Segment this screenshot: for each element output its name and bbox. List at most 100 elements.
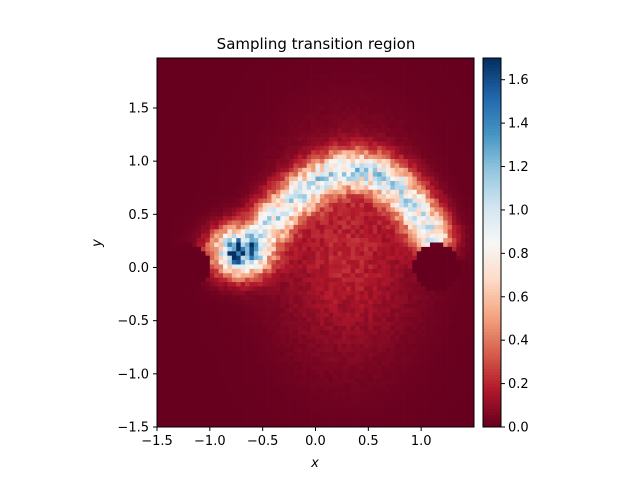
heatmap-cell (231, 361, 237, 366)
heatmap-cell (350, 110, 356, 116)
heatmap-cell (403, 88, 409, 94)
heatmap-cell (253, 277, 259, 283)
heatmap-cell (249, 246, 255, 252)
heatmap-cell (394, 79, 400, 85)
heatmap-cell (403, 202, 409, 208)
heatmap-cell (429, 194, 435, 199)
heatmap-cell (333, 167, 338, 173)
heatmap-cell (205, 317, 211, 322)
heatmap-cell (245, 119, 250, 125)
heatmap-cell (302, 58, 308, 63)
heatmap-cell (214, 176, 219, 182)
heatmap-cell (421, 163, 426, 169)
heatmap-cell (465, 163, 470, 169)
heatmap-cell (258, 242, 264, 248)
heatmap-cell (284, 282, 290, 287)
heatmap-cell (350, 343, 356, 349)
heatmap-cell (280, 251, 286, 257)
heatmap-cell (267, 334, 272, 340)
heatmap-cell (157, 330, 162, 336)
heatmap-cell (306, 233, 312, 239)
heatmap-cell (227, 132, 233, 138)
heatmap-cell (359, 334, 365, 340)
heatmap-cell (306, 277, 312, 283)
heatmap-cell (451, 290, 457, 296)
heatmap-cell (187, 101, 193, 107)
heatmap-cell (262, 260, 268, 265)
heatmap-cell (192, 71, 197, 76)
heatmap-cell (447, 150, 453, 155)
heatmap-cell (394, 101, 400, 107)
heatmap-cell (381, 255, 387, 261)
heatmap-cell (429, 273, 435, 278)
heatmap-cell (438, 299, 444, 305)
heatmap-cell (416, 132, 422, 138)
heatmap-cell (385, 304, 391, 309)
heatmap-cell (359, 110, 365, 116)
heatmap-cell (236, 339, 241, 344)
heatmap-cell (429, 312, 435, 318)
heatmap-cell (456, 216, 462, 221)
heatmap-cell (227, 361, 233, 366)
heatmap-cell (469, 347, 475, 353)
heatmap-cell (407, 97, 413, 103)
heatmap-cell (253, 58, 259, 63)
heatmap-cell (183, 260, 189, 265)
heatmap-cell (196, 308, 202, 314)
heatmap-cell (306, 181, 312, 186)
heatmap-cell (341, 356, 347, 362)
heatmap-cell (271, 145, 277, 151)
heatmap-cell (333, 84, 338, 90)
heatmap-cell (289, 97, 294, 103)
heatmap-cell (447, 189, 453, 195)
heatmap-cell (174, 330, 180, 336)
heatmap-cell (465, 189, 470, 195)
heatmap-cell (399, 75, 404, 81)
heatmap-cell (416, 75, 422, 81)
heatmap-cell (253, 185, 259, 191)
heatmap-cell (315, 299, 321, 305)
heatmap-cell (341, 202, 347, 208)
heatmap-cell (319, 97, 325, 103)
heatmap-cell (412, 343, 418, 349)
heatmap-cell (372, 343, 378, 349)
heatmap-cell (403, 282, 409, 287)
heatmap-cell (324, 211, 330, 217)
heatmap-cell (179, 277, 184, 283)
heatmap-cell (183, 137, 189, 142)
heatmap-cell (311, 181, 316, 186)
heatmap-cell (306, 97, 312, 103)
heatmap-cell (236, 238, 241, 243)
heatmap-cell (275, 181, 281, 186)
heatmap-cell (315, 58, 321, 63)
heatmap-cell (253, 229, 259, 235)
heatmap-cell (236, 97, 241, 103)
heatmap-cell (319, 242, 325, 248)
heatmap-cell (407, 167, 413, 173)
heatmap-cell (258, 264, 264, 270)
heatmap-cell (456, 304, 462, 309)
heatmap-cell (319, 154, 325, 160)
heatmap-cell (333, 88, 338, 94)
heatmap-cell (451, 75, 457, 81)
heatmap-cell (465, 216, 470, 221)
heatmap-cell (434, 211, 440, 217)
heatmap-cell (447, 343, 453, 349)
heatmap-cell (267, 295, 272, 300)
heatmap-cell (434, 216, 440, 221)
heatmap-cell (460, 154, 466, 160)
heatmap-cell (284, 189, 290, 195)
heatmap-cell (280, 286, 286, 292)
heatmap-cell (447, 145, 453, 151)
heatmap-cell (328, 325, 334, 331)
heatmap-cell (328, 172, 334, 177)
heatmap-cell (324, 251, 330, 257)
heatmap-cell (350, 339, 356, 344)
heatmap-cell (249, 255, 255, 261)
heatmap-cell (297, 334, 303, 340)
heatmap-cell (306, 347, 312, 353)
heatmap-cell (447, 264, 453, 270)
heatmap-cell (183, 343, 189, 349)
heatmap-cell (157, 317, 162, 322)
heatmap-cell (315, 242, 321, 248)
